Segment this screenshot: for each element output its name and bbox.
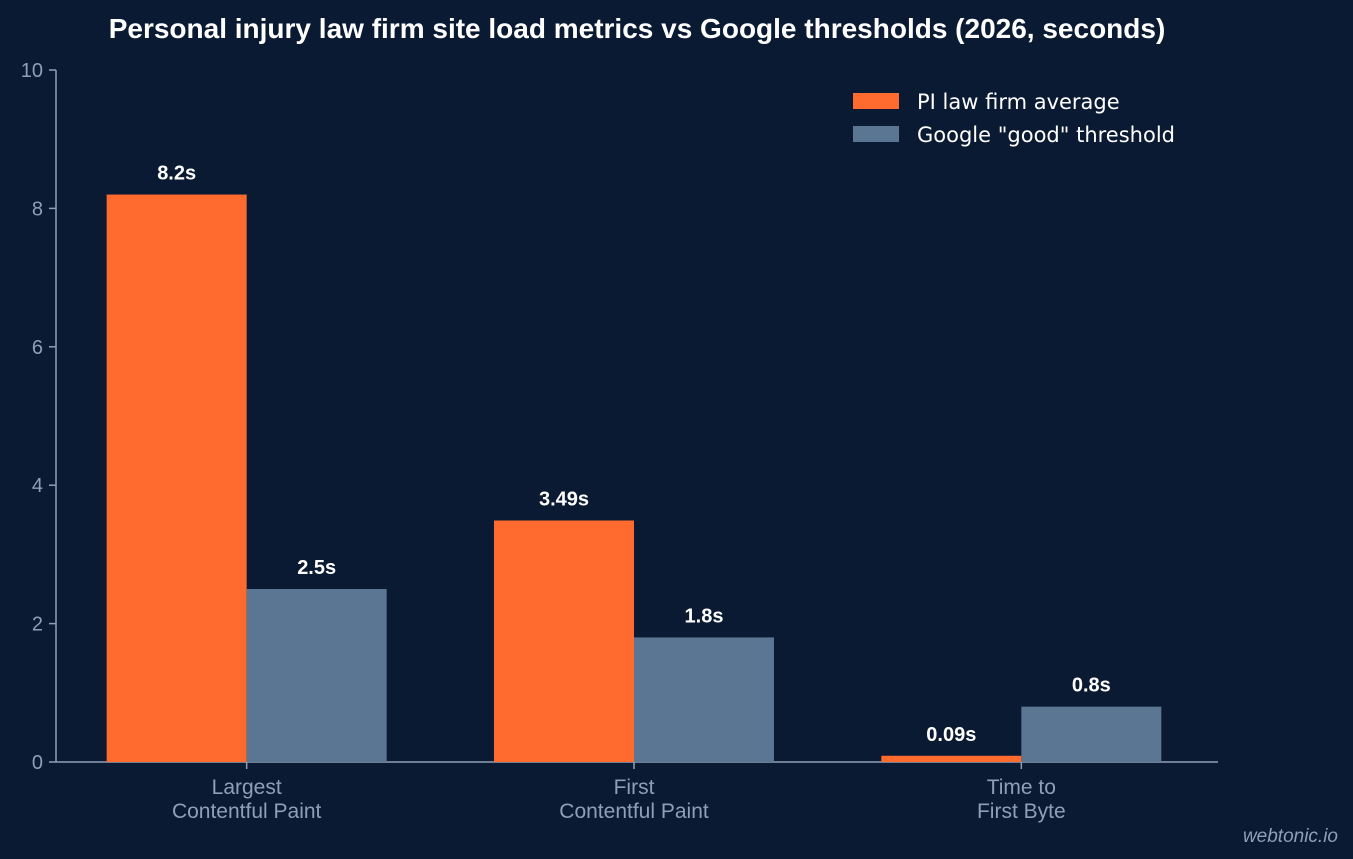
bar xyxy=(494,520,634,762)
data-label: 1.8s xyxy=(685,605,724,627)
bar xyxy=(246,589,387,762)
data-label: 0.8s xyxy=(1072,675,1111,697)
x-tick-label: First Contentful Paint xyxy=(559,776,709,823)
y-axis: 0 2 4 6 8 10 xyxy=(21,60,57,774)
value-labels: 8.2s 2.5s 3.49s 1.8s 0.09s 0.8s xyxy=(157,163,1111,746)
bar xyxy=(634,637,774,762)
data-label: 2.5s xyxy=(297,557,336,579)
y-tick-label: 10 xyxy=(21,60,43,82)
legend: PI law firm average Google "good" thresho… xyxy=(853,90,1175,147)
y-tick-label: 2 xyxy=(32,614,43,636)
y-tick-label: 4 xyxy=(32,475,43,497)
data-label: 0.09s xyxy=(926,724,976,746)
y-tick-label: 0 xyxy=(32,752,43,774)
legend-label: PI law firm average xyxy=(917,90,1120,114)
data-label: 8.2s xyxy=(157,163,196,185)
watermark: webtonic.io xyxy=(1243,826,1338,847)
x-tick-label-line: First Byte xyxy=(977,800,1066,823)
y-tick-label: 6 xyxy=(32,337,43,359)
chart-title: Personal injury law firm site load metri… xyxy=(109,13,1166,44)
bar xyxy=(106,194,247,762)
legend-swatch xyxy=(853,126,899,142)
x-tick-label: Time to First Byte xyxy=(977,776,1066,823)
y-tick-label: 8 xyxy=(32,198,43,220)
data-label: 3.49s xyxy=(539,488,589,510)
bars xyxy=(106,194,1162,762)
bar xyxy=(1021,706,1162,762)
legend-label: Google "good" threshold xyxy=(917,123,1175,147)
x-tick-label: Largest Contentful Paint xyxy=(172,776,322,823)
legend-swatch xyxy=(853,93,899,109)
x-tick-label-line: First xyxy=(614,776,655,799)
x-tick-label-line: Largest xyxy=(212,776,282,799)
x-tick-label-line: Contentful Paint xyxy=(559,800,709,823)
bar xyxy=(881,755,1022,762)
x-tick-label-line: Contentful Paint xyxy=(172,800,322,823)
x-tick-label-line: Time to xyxy=(987,776,1056,799)
